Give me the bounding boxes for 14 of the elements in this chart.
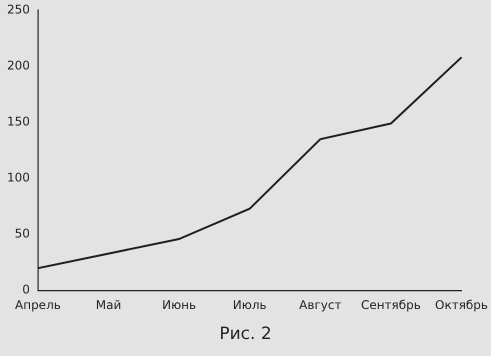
y-tick-label: 50	[14, 226, 30, 241]
text: Рис. 2	[218, 324, 273, 344]
y-tick-label: 250	[7, 2, 30, 16]
x-tick-label: Июль	[232, 298, 267, 312]
y-tick-label: 200	[7, 58, 30, 72]
x-tick-label: Май	[96, 298, 122, 312]
x-tick-label: Апрель	[15, 298, 61, 312]
y-tick-label: 0	[22, 282, 30, 297]
x-tick-label: Июнь	[162, 298, 196, 312]
x-tick-label: Октябрь	[435, 298, 488, 312]
x-tick-label: Август	[299, 298, 342, 312]
y-tick-label: 100	[7, 170, 30, 185]
x-tick-label: Сентябрь	[360, 298, 421, 312]
y-tick-label: 150	[7, 114, 30, 128]
